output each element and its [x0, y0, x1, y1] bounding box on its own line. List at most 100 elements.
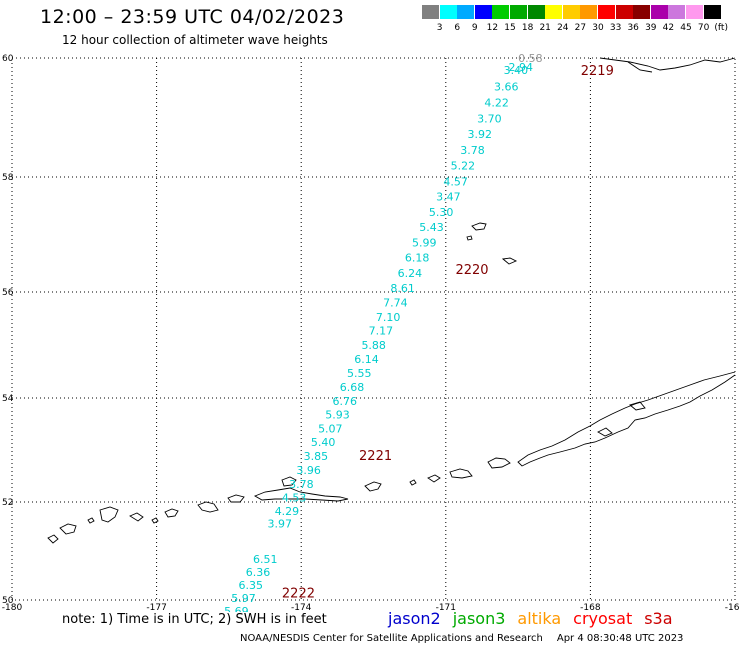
wave-height-value: 5.40 [311, 436, 336, 449]
map-grid [11, 57, 736, 601]
x-tick-label: -171 [436, 603, 456, 612]
wave-height-value: 6.35 [239, 579, 263, 592]
time-label: 2220 [455, 263, 488, 278]
wave-height-value: 3.97 [267, 518, 292, 531]
legend-label: (ft) [714, 23, 728, 33]
y-tick-label: 50 [2, 596, 14, 606]
x-tick-label: -174 [291, 603, 312, 612]
wave-height-value: 7.17 [369, 325, 394, 338]
wave-height-value: 6.14 [354, 353, 379, 366]
wave-height-value: 3.70 [477, 113, 502, 126]
wave-height-value: 5.30 [429, 206, 454, 219]
credit-line: NOAA/NESDIS Center for Satellite Applica… [240, 633, 683, 644]
wave-height-value: 3.66 [494, 81, 519, 94]
island-small-pribilof [466, 235, 473, 241]
island-adak [227, 494, 245, 503]
y-tick-label: 58 [2, 173, 14, 183]
legend-swatch [668, 5, 686, 19]
island-rat-2 [129, 512, 144, 522]
wave-height-value: 5.97 [231, 592, 256, 605]
island-st-paul [471, 222, 487, 231]
legend-swatch [615, 5, 633, 19]
island-islands-4 [364, 481, 382, 492]
y-tick-label: 56 [2, 288, 14, 298]
wave-height-value: 3.85 [304, 450, 329, 463]
island-kanaga [164, 508, 179, 518]
wave-height-value: 5.43 [419, 221, 444, 234]
wave-height-value: 0.58 [518, 52, 543, 65]
altimeter-track: 0.582.943.40 3.66 4.22 3.70 3.92 3.78 5.22 4.57… [224, 52, 543, 612]
wave-height-value: 3.40 [504, 64, 529, 77]
wave-height-value: 5.22 [451, 160, 476, 173]
axis-tick-labels: -180 -177 -174 -171 -168 -165 60 58 56 54 52 50 [2, 54, 740, 612]
legend-swatch [633, 5, 651, 19]
x-tick-label: -165 [725, 603, 740, 612]
time-label: 2222 [282, 587, 315, 602]
wave-height-value: 5.93 [325, 409, 350, 422]
island-st-george [501, 257, 518, 265]
wave-height-value: 5.07 [318, 423, 343, 436]
legend-label: 33 [609, 23, 622, 33]
legend-swatch [598, 5, 615, 19]
wave-height-value: 8.61 [390, 282, 415, 295]
island-rat-1 [99, 506, 119, 523]
legend-swatch [562, 5, 580, 19]
legend-label: 36 [627, 23, 639, 33]
credit-text: NOAA/NESDIS Center for Satellite Applica… [240, 633, 543, 644]
legend-swatch [422, 5, 439, 19]
legend-swatch [703, 5, 721, 19]
wave-height-value: 4.53 [282, 491, 307, 504]
y-tick-label: 54 [2, 394, 14, 404]
wave-height-value: 6.24 [398, 267, 423, 280]
wave-height-value: 7.10 [376, 311, 401, 324]
satellite-jason2: jason2 [388, 609, 441, 628]
island-small-1 [409, 479, 417, 486]
legend-label: 21 [539, 23, 551, 33]
island-atka [253, 487, 349, 502]
island-tanaga [197, 501, 219, 513]
island-small-b [87, 517, 95, 524]
legend-label: 42 [662, 23, 675, 33]
time-labels: 2219 2220 2221 2222 [282, 64, 614, 602]
time-label: 2221 [359, 449, 392, 464]
wave-height-value: 6.68 [340, 381, 365, 394]
wave-height-value: 6.76 [333, 395, 358, 408]
legend-label: 39 [645, 23, 657, 33]
legend-swatch [510, 5, 527, 19]
legend-swatch [650, 5, 668, 19]
wave-height-value: 3.78 [460, 144, 485, 157]
wave-height-value: 7.74 [383, 297, 408, 310]
coast-alaska-north-b [627, 61, 653, 73]
wave-height-value: 6.18 [405, 252, 430, 265]
legend-label: 15 [504, 23, 516, 33]
wave-height-value: 2.94 [508, 61, 532, 74]
coast-alaska-north [599, 57, 736, 71]
legend-label: 70 [697, 23, 710, 33]
legend-label: 3 [436, 23, 443, 33]
satellite-jason3: jason3 [452, 609, 506, 628]
satellite-s3a: s3a [644, 609, 673, 628]
coast-peninsula-b [629, 401, 646, 411]
wave-height-value: 5.55 [347, 367, 372, 380]
legend-label: 30 [592, 23, 604, 33]
wave-height-value: 4.57 [443, 176, 468, 189]
wave-height-value: 3.96 [296, 464, 321, 477]
x-tick-label: -180 [2, 603, 23, 612]
x-tick-label: -177 [146, 603, 166, 612]
y-tick-label: 60 [2, 54, 14, 64]
wave-height-value: 6.51 [253, 553, 278, 566]
island-umnak [427, 474, 441, 483]
legend-label: 9 [471, 23, 478, 33]
wave-height-value: 3.47 [436, 191, 461, 204]
legend-label: 12 [486, 23, 499, 33]
satellite-cryosat: cryosat [573, 609, 633, 628]
wave-height-value: 6.36 [246, 566, 271, 579]
island-near-2 [47, 534, 59, 544]
legend-swatch [545, 5, 563, 19]
island-near-1 [59, 523, 77, 535]
coast-peninsula-c [597, 427, 613, 437]
page-subtitle: 12 hour collection of altimeter wave hei… [62, 33, 328, 47]
legend-swatch [580, 5, 598, 19]
generation-timestamp: Apr 4 08:30:48 UTC 2023 [556, 633, 684, 644]
island-small-c [281, 476, 297, 487]
